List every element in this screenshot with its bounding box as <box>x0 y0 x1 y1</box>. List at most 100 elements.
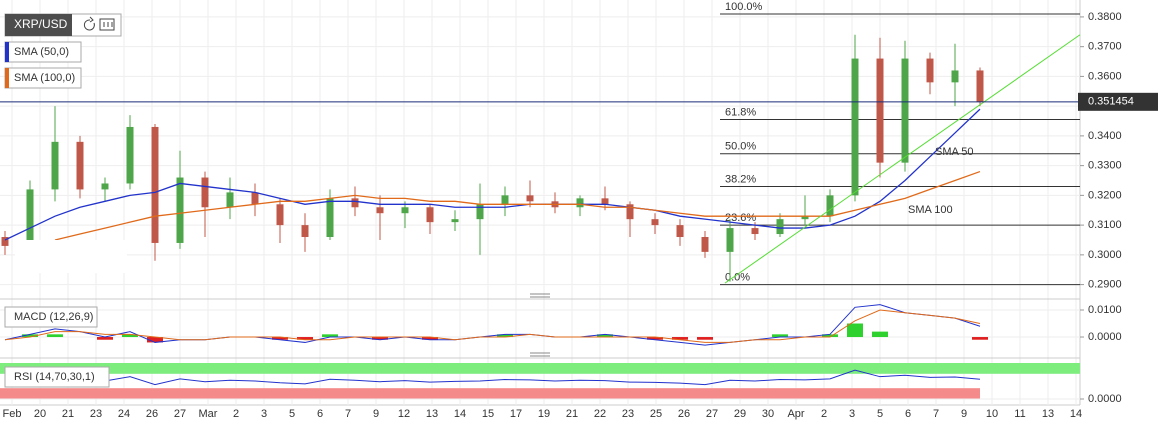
x-tick-label: 27 <box>174 408 186 420</box>
x-tick-label: 7 <box>933 408 939 420</box>
mask-box <box>15 240 127 273</box>
candle-body <box>351 198 359 208</box>
x-tick-label: 3 <box>849 408 855 420</box>
x-tick-label: 9 <box>373 408 379 420</box>
symbol: XRP/USD <box>14 17 68 31</box>
fib-label: 50.0% <box>725 141 756 153</box>
sma-line <box>4 108 981 241</box>
legend-swatch <box>5 42 9 62</box>
annotation: SMA 50 <box>935 146 974 158</box>
sma-line <box>54 170 981 241</box>
candle-body <box>426 207 434 223</box>
x-tick-label: 6 <box>317 408 323 420</box>
candle-body <box>751 228 759 235</box>
x-tick-label: 24 <box>118 408 130 420</box>
histogram-bar <box>122 334 138 338</box>
y-tick-label: 0.0000 <box>1088 331 1122 343</box>
overbought-band <box>0 363 1080 374</box>
histogram-bar <box>847 323 863 338</box>
x-tick-label: 13 <box>1042 408 1054 420</box>
histogram-bar <box>322 334 338 338</box>
candle-body <box>951 70 959 83</box>
x-tick-label: 27 <box>706 408 718 420</box>
histogram-bar <box>372 337 388 340</box>
x-tick-label: 26 <box>146 408 158 420</box>
histogram-bar <box>822 334 838 338</box>
x-tick-label: 5 <box>877 408 883 420</box>
legend-label: SMA (100,0) <box>14 72 75 84</box>
candle-body <box>801 216 809 220</box>
histogram-bar <box>97 337 113 340</box>
trendline <box>724 34 1081 284</box>
candle-body <box>726 228 734 252</box>
candle-body <box>476 204 484 220</box>
candle-body <box>776 219 784 235</box>
candle-body <box>676 225 684 238</box>
y-tick-label: 0.3700 <box>1088 41 1122 53</box>
candle-body <box>101 183 109 190</box>
histogram-bar <box>872 331 888 338</box>
candle-body <box>251 192 259 205</box>
candle-body <box>976 70 984 102</box>
candle-body <box>376 207 384 214</box>
plot: Feb 20 21 23 24 26 27 Mar 2 3 5 6 7 9 12 13 14 15 17 19 21 22… <box>0 0 1158 420</box>
histogram-bar <box>672 337 688 340</box>
x-tick-label: 14 <box>454 408 466 420</box>
candle-body <box>76 141 84 190</box>
x-tick-label: 23 <box>90 408 102 420</box>
candle-body <box>826 195 834 217</box>
oversold-band <box>0 388 980 399</box>
histogram-bar <box>772 334 788 338</box>
candle-body <box>901 58 909 163</box>
candle-body <box>576 198 584 208</box>
histogram-bar <box>697 337 713 340</box>
legend-swatch <box>5 68 9 88</box>
x-tick-label: Mar <box>199 408 218 420</box>
x-tick-label: 21 <box>62 408 74 420</box>
candle-body <box>151 126 159 243</box>
x-tick-label: 5 <box>289 408 295 420</box>
y-tick-label: 0.3400 <box>1088 130 1122 142</box>
y-tick-label: 0.3000 <box>1088 249 1122 261</box>
legend-box <box>4 366 110 388</box>
pane-title: MACD (12,26,9) <box>14 311 93 323</box>
candle-body <box>51 141 59 190</box>
x-tick-label: 17 <box>510 408 522 420</box>
x-tick-label: Feb <box>3 408 22 420</box>
x-tick-label: 29 <box>734 408 746 420</box>
annotation: SMA 100 <box>908 204 953 216</box>
last-price-box <box>1078 92 1158 111</box>
x-tick-label: 7 <box>345 408 351 420</box>
candle-body <box>176 177 184 243</box>
candle-body <box>926 58 934 83</box>
x-tick-label: 13 <box>426 408 438 420</box>
symbol-label <box>5 14 72 36</box>
x-tick-label: 26 <box>678 408 690 420</box>
settings-icon[interactable] <box>99 18 115 31</box>
legend-box <box>4 306 98 328</box>
candle-body <box>276 204 284 226</box>
y-tick-label: 0.3100 <box>1088 219 1122 231</box>
x-tick-label: 19 <box>538 408 550 420</box>
x-tick-label: 2 <box>233 408 239 420</box>
candle-body <box>226 192 234 208</box>
y-tick-label: 0.0100 <box>1088 304 1122 316</box>
toolbar: XRP/USD <box>4 13 122 37</box>
candle-body <box>876 58 884 163</box>
histogram-bar <box>22 334 38 338</box>
x-tick-label: 6 <box>905 408 911 420</box>
candle-body <box>451 219 459 223</box>
x-tick-label: 9 <box>961 408 967 420</box>
candle-body <box>651 219 659 226</box>
macd-line <box>4 309 981 343</box>
macd-line <box>4 304 981 346</box>
separator <box>530 293 550 357</box>
candle-body <box>626 204 634 220</box>
candle-body <box>701 237 709 252</box>
legend-label: SMA (50,0) <box>14 46 69 58</box>
histogram-bar <box>597 334 613 338</box>
histogram-bar <box>647 337 663 340</box>
x-tick-label: 30 <box>762 408 774 420</box>
refresh-icon[interactable] <box>83 16 95 31</box>
